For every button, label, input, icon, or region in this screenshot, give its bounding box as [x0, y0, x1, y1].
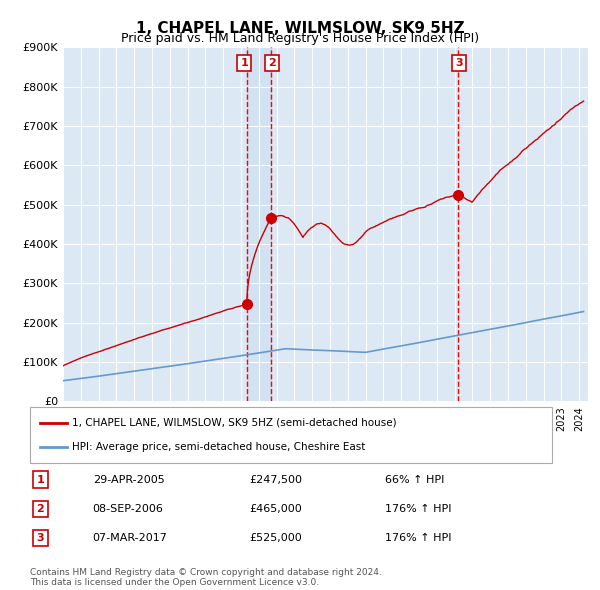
Text: 2: 2	[37, 504, 44, 514]
Text: Price paid vs. HM Land Registry's House Price Index (HPI): Price paid vs. HM Land Registry's House …	[121, 32, 479, 45]
Text: 176% ↑ HPI: 176% ↑ HPI	[385, 533, 451, 543]
Text: HPI: Average price, semi-detached house, Cheshire East: HPI: Average price, semi-detached house,…	[72, 442, 365, 453]
Text: 07-MAR-2017: 07-MAR-2017	[92, 533, 167, 543]
Text: 29-APR-2005: 29-APR-2005	[92, 474, 164, 484]
Text: 1, CHAPEL LANE, WILMSLOW, SK9 5HZ (semi-detached house): 1, CHAPEL LANE, WILMSLOW, SK9 5HZ (semi-…	[72, 418, 397, 428]
Text: 1: 1	[37, 474, 44, 484]
Text: 1, CHAPEL LANE, WILMSLOW, SK9 5HZ: 1, CHAPEL LANE, WILMSLOW, SK9 5HZ	[136, 21, 464, 35]
Text: 3: 3	[37, 533, 44, 543]
Bar	[247, 47, 271, 401]
Text: £247,500: £247,500	[249, 474, 302, 484]
Text: Contains HM Land Registry data © Crown copyright and database right 2024.
This d: Contains HM Land Registry data © Crown c…	[30, 568, 382, 587]
Text: £465,000: £465,000	[249, 504, 302, 514]
Text: 1: 1	[240, 58, 248, 68]
Text: 3: 3	[455, 58, 463, 68]
Text: 66% ↑ HPI: 66% ↑ HPI	[385, 474, 445, 484]
FancyBboxPatch shape	[30, 407, 552, 463]
Text: 08-SEP-2006: 08-SEP-2006	[92, 504, 164, 514]
Text: £525,000: £525,000	[249, 533, 302, 543]
Text: 176% ↑ HPI: 176% ↑ HPI	[385, 504, 451, 514]
Text: 2: 2	[268, 58, 276, 68]
